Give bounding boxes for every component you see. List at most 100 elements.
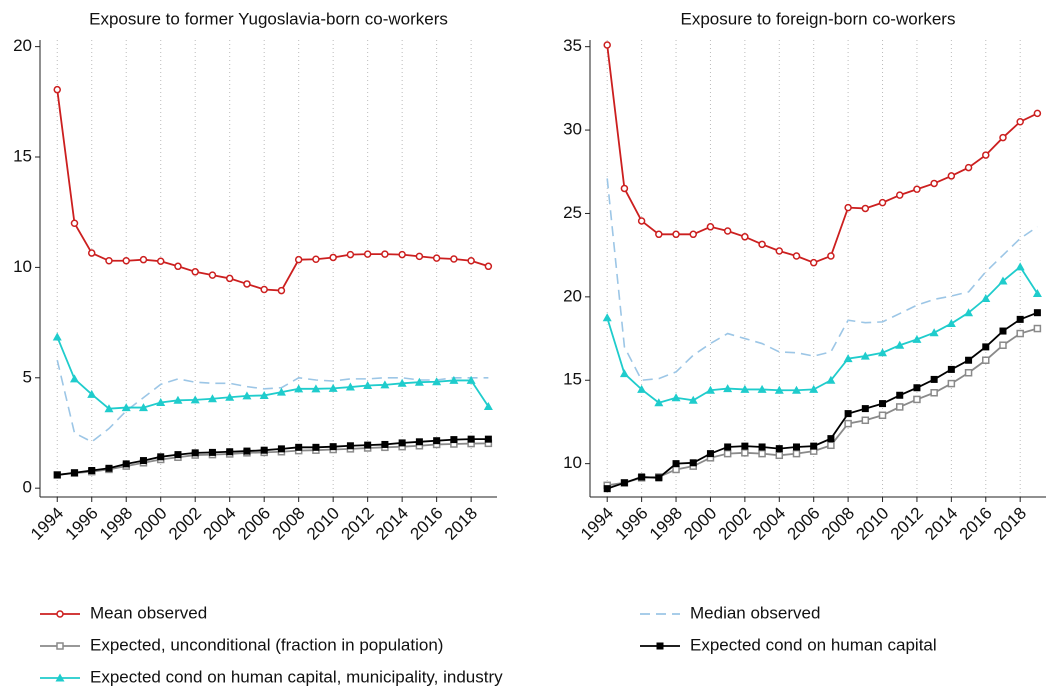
marker xyxy=(705,385,715,394)
marker xyxy=(827,441,835,450)
legend-marker xyxy=(55,673,65,682)
marker xyxy=(723,384,733,393)
marker xyxy=(363,381,373,390)
y-tick-label: 25 xyxy=(563,203,582,222)
marker xyxy=(1016,117,1024,126)
marker xyxy=(688,395,698,404)
marker xyxy=(981,294,991,303)
marker xyxy=(895,340,905,349)
marker xyxy=(810,442,818,450)
marker xyxy=(138,403,148,412)
marker xyxy=(483,401,493,410)
marker xyxy=(88,467,96,475)
series-line xyxy=(56,359,489,443)
marker xyxy=(724,443,732,451)
marker xyxy=(809,258,818,267)
x-tick-label: 2018 xyxy=(441,504,481,544)
marker xyxy=(243,447,251,455)
marker xyxy=(312,255,320,263)
series-line xyxy=(56,89,489,292)
marker xyxy=(741,233,749,241)
marker xyxy=(947,172,956,180)
marker xyxy=(947,379,956,388)
marker xyxy=(809,384,819,393)
marker xyxy=(174,451,182,459)
series-line xyxy=(57,442,489,476)
marker xyxy=(655,230,663,239)
x-tick-label: 1998 xyxy=(96,504,136,544)
marker xyxy=(878,411,887,420)
marker xyxy=(774,385,784,394)
legend-label: Mean observed xyxy=(90,603,207,622)
marker xyxy=(826,375,836,384)
marker xyxy=(398,439,406,447)
series-line xyxy=(57,438,489,476)
x-tick-label: 2016 xyxy=(406,504,446,544)
marker xyxy=(775,247,784,255)
y-tick-label: 0 xyxy=(23,478,32,497)
marker xyxy=(827,252,835,260)
marker xyxy=(930,179,938,188)
marker xyxy=(895,403,904,411)
marker xyxy=(277,445,285,453)
marker xyxy=(208,448,216,456)
marker xyxy=(861,405,869,413)
marker xyxy=(449,375,459,384)
x-tick-label: 2000 xyxy=(131,504,171,544)
marker xyxy=(964,368,973,377)
marker xyxy=(896,391,904,399)
marker xyxy=(930,389,938,397)
marker xyxy=(364,441,372,449)
marker xyxy=(329,253,337,262)
marker xyxy=(328,383,338,392)
marker xyxy=(398,250,406,259)
chart-title: Exposure to foreign-born co-workers xyxy=(681,9,956,28)
marker xyxy=(913,185,921,194)
marker xyxy=(758,449,766,458)
marker xyxy=(603,485,611,493)
marker xyxy=(363,250,372,258)
marker xyxy=(672,460,680,468)
x-tick-label: 2004 xyxy=(200,504,240,544)
marker xyxy=(999,133,1007,142)
series-line xyxy=(606,178,1038,382)
marker xyxy=(1033,109,1042,118)
marker xyxy=(982,343,990,351)
marker xyxy=(602,313,612,322)
marker xyxy=(225,274,234,283)
x-tick-label: 2002 xyxy=(165,504,205,544)
marker xyxy=(259,390,269,399)
legend-marker xyxy=(656,642,664,650)
marker xyxy=(1032,289,1042,298)
marker xyxy=(53,85,61,94)
marker xyxy=(792,252,801,260)
marker xyxy=(946,319,956,328)
marker xyxy=(740,384,750,393)
x-tick-label: 2010 xyxy=(852,504,892,544)
legend-label: Expected cond on human capital xyxy=(690,635,937,654)
marker xyxy=(294,255,303,264)
marker xyxy=(260,285,268,294)
x-tick-label: 2016 xyxy=(956,504,996,544)
marker xyxy=(87,389,97,398)
marker xyxy=(156,257,165,265)
series-line xyxy=(56,336,490,410)
marker xyxy=(466,375,476,384)
x-tick-label: 2004 xyxy=(749,504,789,544)
x-tick-label: 1998 xyxy=(646,504,686,544)
marker xyxy=(844,419,852,428)
marker xyxy=(346,250,355,259)
marker xyxy=(346,442,354,450)
x-tick-label: 1996 xyxy=(611,504,651,544)
x-tick-label: 2008 xyxy=(268,504,308,544)
series-line xyxy=(607,327,1038,487)
y-tick-label: 15 xyxy=(13,146,32,165)
marker xyxy=(208,271,217,279)
marker xyxy=(173,395,183,404)
marker xyxy=(843,354,853,363)
series-line xyxy=(606,311,1038,490)
y-tick-label: 35 xyxy=(563,36,582,55)
y-tick-label: 10 xyxy=(563,453,582,472)
x-tick-label: 2018 xyxy=(990,504,1030,544)
marker xyxy=(53,471,61,479)
